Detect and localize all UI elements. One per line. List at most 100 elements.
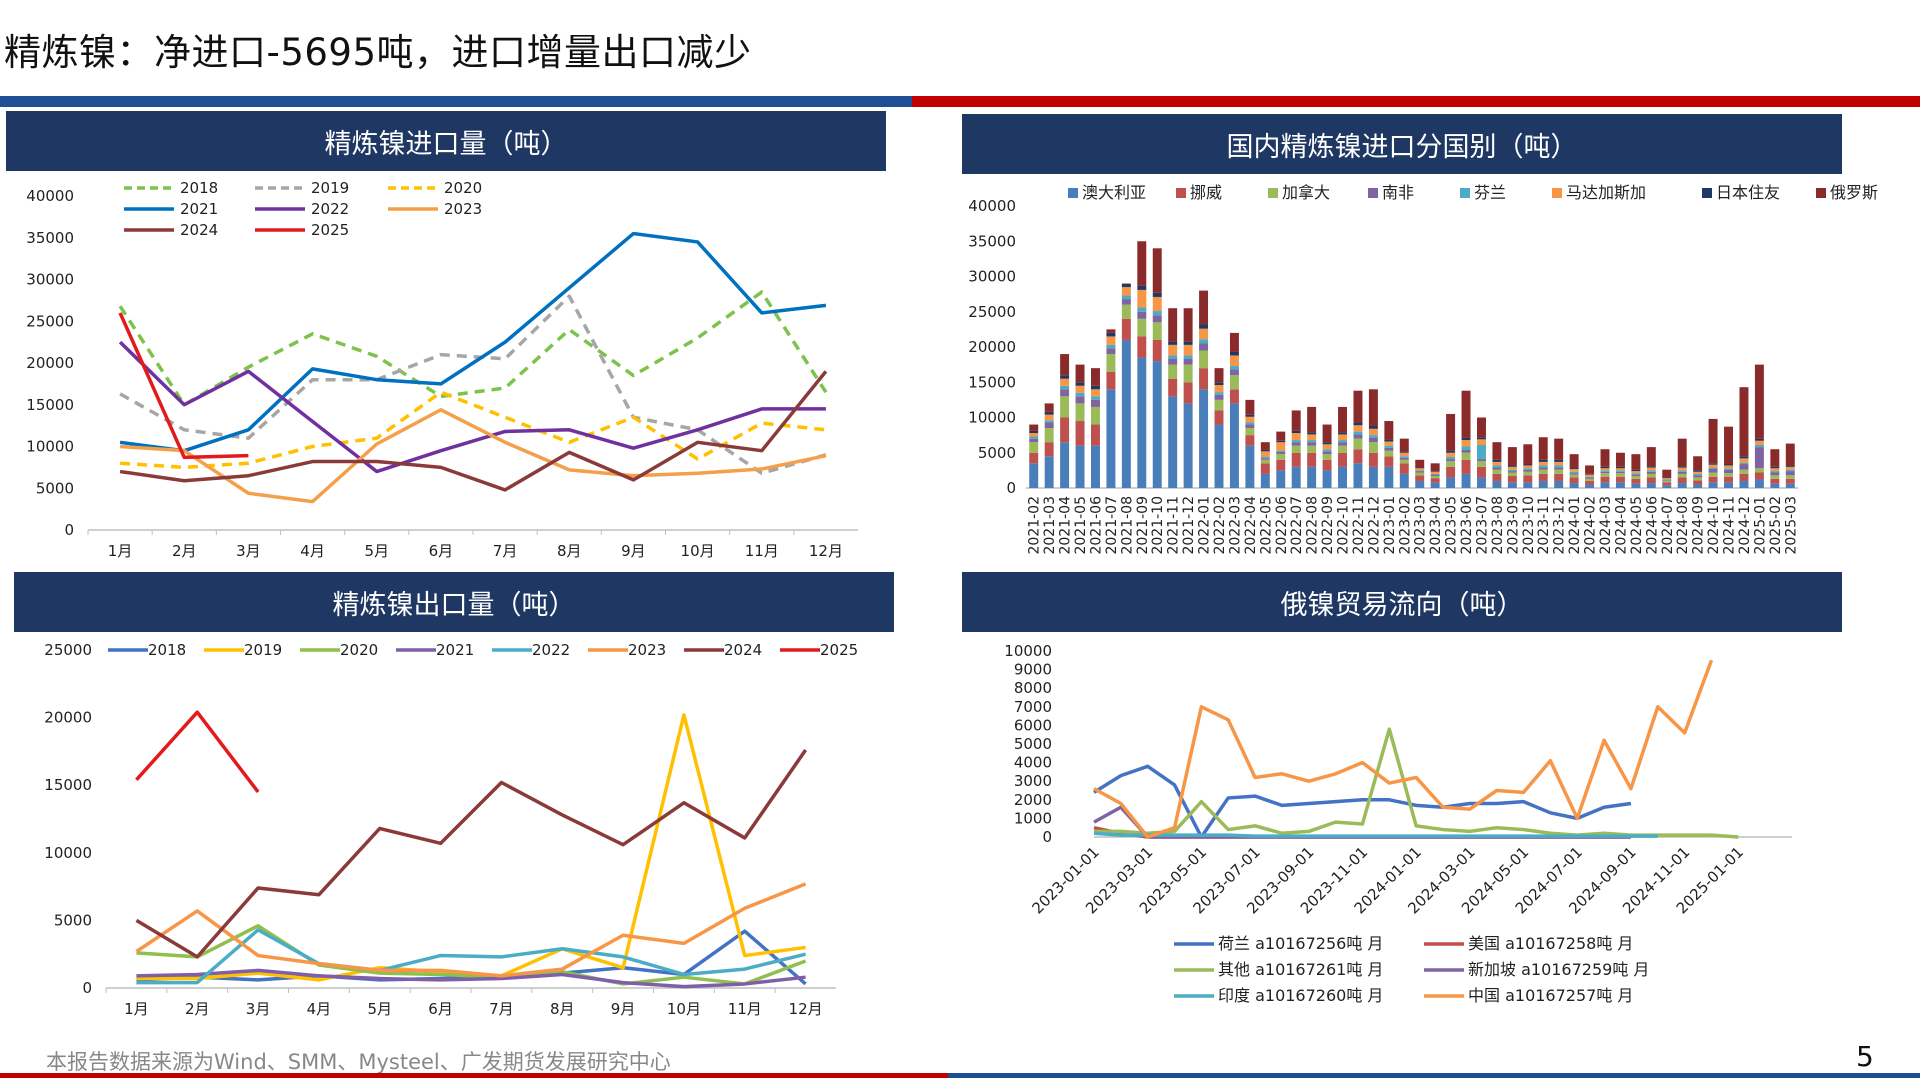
bar-segment-南非 — [1646, 471, 1656, 474]
y-tick-label: 20000 — [26, 354, 74, 372]
bar-segment-加拿大 — [1600, 473, 1610, 477]
series-line-其他 a10167261吨 月 — [1094, 727, 1739, 839]
legend-label-其他 a10167261吨 月: 其他 a10167261吨 月 — [1218, 960, 1383, 979]
bar-segment-加拿大 — [1091, 406, 1100, 425]
series-line-2024 — [119, 370, 828, 492]
bar-segment-芬兰 — [1708, 467, 1718, 469]
russia-trade-line-chart: 0100020003000400050006000700080009000100… — [1004, 642, 1792, 1005]
bar-segment-澳大利亚 — [1091, 445, 1100, 488]
x-tick-label: 2022-09 — [1320, 496, 1336, 555]
x-tick-label: 2024-02 — [1583, 496, 1599, 555]
bar-segment-俄罗斯 — [1199, 290, 1209, 325]
bar-segment-俄罗斯 — [1523, 444, 1533, 465]
bar-segment-俄罗斯 — [1276, 431, 1286, 441]
x-tick-label: 2022-03 — [1227, 496, 1243, 555]
bar-segment-澳大利亚 — [1075, 445, 1085, 488]
bar-segment-俄罗斯 — [1075, 364, 1085, 383]
series-line-2022 — [136, 928, 806, 985]
bar-segment-加拿大 — [1029, 442, 1039, 453]
bar-segment-挪威 — [1492, 473, 1502, 481]
bar-segment-俄罗斯 — [1615, 452, 1625, 467]
bar-segment-俄罗斯 — [1785, 443, 1795, 466]
bar-segment-芬兰 — [1152, 311, 1162, 316]
bar-segment-俄罗斯 — [1646, 447, 1656, 467]
x-tick-label: 12月 — [809, 542, 843, 560]
bar-segment-南非 — [1754, 447, 1764, 469]
bar-segment-俄罗斯 — [1307, 406, 1317, 433]
bar-segment-马达加斯加 — [1677, 467, 1687, 471]
series-line-2025 — [135, 710, 260, 794]
bar-segment-俄罗斯 — [1677, 438, 1687, 467]
panel-header-import: 精炼镍进口量（吨） — [6, 111, 886, 171]
series-line-印度 a10167260吨 月 — [1093, 831, 1658, 838]
bar-segment-加拿大 — [1060, 396, 1070, 418]
x-tick-label: 2021-05 — [1073, 496, 1089, 555]
x-tick-label: 2023-10 — [1521, 496, 1537, 555]
y-tick-label: 40000 — [26, 187, 74, 205]
legend-label-2022: 2022 — [311, 200, 349, 218]
legend-label-新加坡 a10167259吨 月: 新加坡 a10167259吨 月 — [1468, 960, 1649, 979]
export-line-chart: 0 5000 10000 15000 20000 25000 1月 2月 3月 4月 5月 6月 7月 8… — [44, 641, 858, 1018]
y-tick-label: 5000 — [978, 444, 1016, 462]
x-tick-label: 2022-01 — [1197, 496, 1213, 555]
bar-segment-芬兰 — [1739, 462, 1749, 465]
legend-swatch-加拿大 — [1268, 188, 1278, 198]
bar-segment-加拿大 — [1214, 399, 1224, 411]
bar-segment-南非 — [1538, 467, 1548, 470]
bar-segment-南非 — [1368, 437, 1378, 443]
bar-segment-芬兰 — [1415, 470, 1425, 472]
bar-segment-俄罗斯 — [1322, 424, 1332, 443]
series-line-2020 — [119, 390, 827, 470]
bar-segment-澳大利亚 — [1585, 484, 1595, 488]
bar-segment-日本住友 — [1662, 477, 1672, 479]
x-tick-label: 2022-05 — [1258, 496, 1274, 555]
bar-segment-澳大利亚 — [1399, 473, 1409, 488]
y-tick-label: 6000 — [1014, 716, 1052, 734]
bar-segment-加拿大 — [1662, 480, 1672, 483]
bar-segment-芬兰 — [1106, 344, 1116, 349]
series-line-荷兰 a10167256吨 月 — [1093, 764, 1632, 839]
legend-label-2021: 2021 — [436, 641, 474, 659]
series-line-2022 — [118, 340, 826, 474]
bar-segment-澳大利亚 — [1523, 482, 1533, 488]
y-tick-label: 1000 — [1014, 809, 1052, 827]
x-tick-label: 2024-12 — [1737, 496, 1753, 555]
bar-segment-日本住友 — [1121, 283, 1131, 288]
bar-segment-加拿大 — [1168, 364, 1178, 379]
y-tick-label: 0 — [1006, 479, 1016, 497]
bar-segment-马达加斯加 — [1338, 434, 1347, 441]
bar-segment-南非 — [1492, 467, 1502, 470]
bar-segment-南非 — [1029, 438, 1039, 443]
bar-segment-挪威 — [1415, 475, 1425, 481]
bar-segment-挪威 — [1245, 435, 1255, 446]
bar-segment-南非 — [1585, 477, 1595, 479]
y-tick-label: 10000 — [1004, 642, 1052, 660]
bar-segment-芬兰 — [1646, 470, 1656, 472]
bar-segment-挪威 — [1677, 477, 1687, 484]
bar-segment-芬兰 — [1368, 435, 1378, 438]
bar-segment-加拿大 — [1353, 438, 1363, 450]
legend-swatch-挪威 — [1176, 188, 1186, 198]
bar-segment-澳大利亚 — [1229, 403, 1239, 488]
x-tick-label: 2022-10 — [1336, 496, 1352, 555]
y-tick-label: 35000 — [968, 232, 1016, 250]
bar-segment-日本住友 — [1569, 467, 1579, 469]
bar-segment-芬兰 — [1754, 444, 1764, 448]
bar-segment-日本住友 — [1276, 440, 1286, 443]
bar-segment-挪威 — [1260, 463, 1270, 474]
bar-segment-澳大利亚 — [1168, 396, 1178, 488]
x-tick-label: 3月 — [236, 542, 261, 560]
bar-segment-俄罗斯 — [1708, 418, 1718, 464]
legend-label-2024: 2024 — [724, 641, 762, 659]
bar-segment-挪威 — [1569, 477, 1579, 484]
x-tick-label: 2023-05 — [1444, 496, 1460, 555]
legend-label-2018: 2018 — [180, 179, 218, 197]
bar-segment-南非 — [1569, 473, 1579, 475]
bar-segment-挪威 — [1091, 424, 1100, 446]
x-tick-label: 2022-07 — [1289, 496, 1305, 555]
bar-segment-澳大利亚 — [1044, 456, 1054, 488]
bar-segment-南非 — [1152, 315, 1162, 323]
y-tick-label: 5000 — [54, 911, 92, 929]
bar-segment-马达加斯加 — [1044, 414, 1054, 421]
bar-segment-南非 — [1739, 464, 1749, 470]
